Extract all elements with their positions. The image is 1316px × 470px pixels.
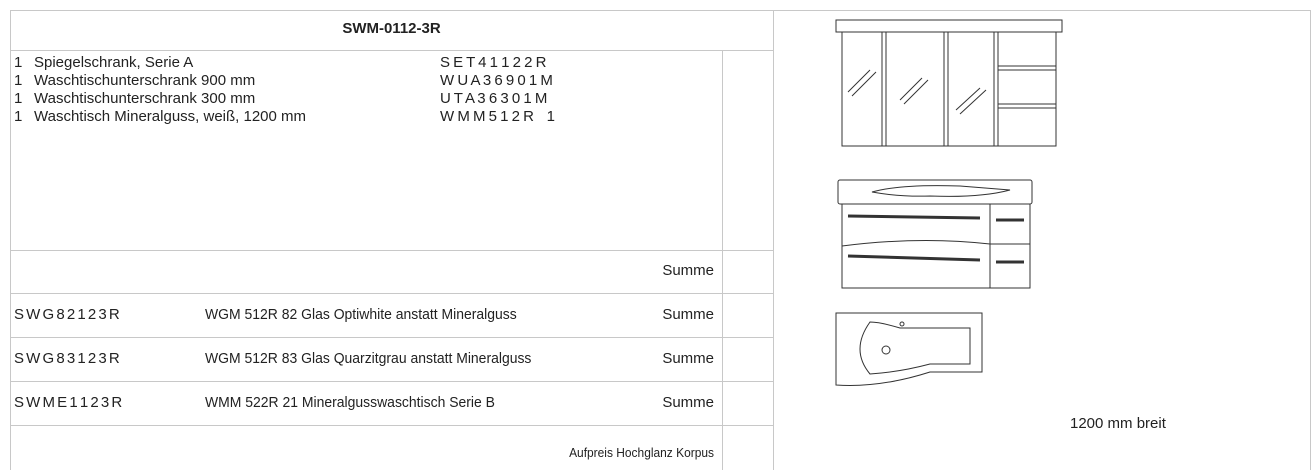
rule xyxy=(10,50,773,51)
option-description: WGM 512R 82 Glas Optiwhite anstatt Miner… xyxy=(205,306,517,323)
item-qty: 1 xyxy=(14,108,23,125)
rule xyxy=(722,50,723,470)
rule xyxy=(1310,10,1311,470)
sum-label: Summe xyxy=(662,306,714,323)
sum-label: Summe xyxy=(662,262,714,279)
item-name: Waschtischunterschrank 900 mm xyxy=(34,72,256,89)
sum-label: Summe xyxy=(662,350,714,367)
title: SWM-0112-3R xyxy=(342,20,441,37)
option-description: WGM 512R 83 Glas Quarzitgrau anstatt Min… xyxy=(205,350,532,367)
item-name: Waschtisch Mineralguss, weiß, 1200 mm xyxy=(34,108,307,125)
rule xyxy=(773,10,774,470)
item-name: Waschtischunterschrank 300 mm xyxy=(34,90,256,107)
rule xyxy=(10,10,11,470)
item-qty: 1 xyxy=(14,54,23,71)
rule xyxy=(10,293,773,294)
item-name: Spiegelschrank, Serie A xyxy=(34,54,194,71)
width-note: 1200 mm breit xyxy=(1070,415,1166,432)
item-qty: 1 xyxy=(14,72,23,89)
option-code: S W G 8 3 1 2 3 R xyxy=(14,350,120,367)
rule xyxy=(10,425,773,426)
rule xyxy=(10,10,1310,11)
rule xyxy=(10,250,773,251)
option-code: S W M E 1 1 2 3 R xyxy=(14,394,123,411)
item-code: W M M 5 1 2 R 1 xyxy=(440,108,556,125)
surcharge: Aufpreis Hochglanz Korpus xyxy=(569,445,714,460)
item-qty: 1 xyxy=(14,90,23,107)
option-description: WMM 522R 21 Mineralgusswaschtisch Serie … xyxy=(205,394,495,411)
item-code: W U A 3 6 9 0 1 M xyxy=(440,72,553,89)
item-code: U T A 3 6 3 0 1 M xyxy=(440,90,548,107)
item-code: S E T 4 1 1 2 2 R xyxy=(440,54,547,71)
option-code: S W G 8 2 1 2 3 R xyxy=(14,306,120,323)
sum-label: Summe xyxy=(662,394,714,411)
rule xyxy=(10,381,773,382)
rule xyxy=(10,337,773,338)
